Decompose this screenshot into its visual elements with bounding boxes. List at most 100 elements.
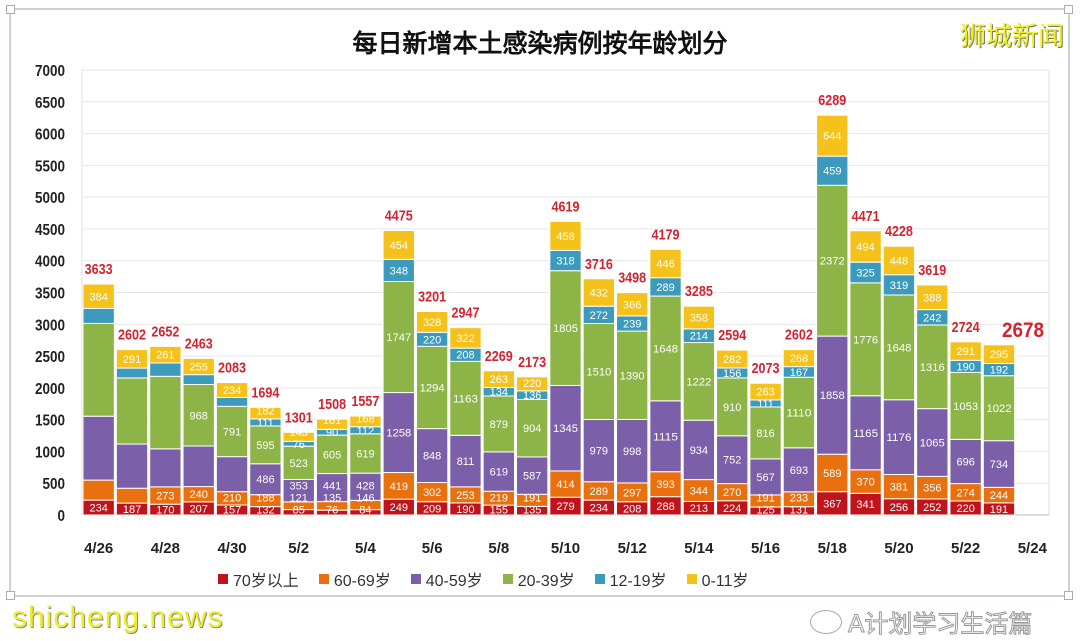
bar-segment [849,230,882,263]
segment-label: 240 [190,489,208,501]
segment-label: 112 [357,425,375,437]
resize-handle[interactable] [6,5,15,14]
total-label: 2594 [718,327,747,344]
segment-label: 353 [290,481,308,493]
y-tick-label: 500 [43,476,66,493]
site-watermark: shicheng.news [12,601,224,634]
resize-handle[interactable] [1064,591,1073,600]
y-tick-label: 5500 [35,158,65,175]
bar-segment [782,349,816,368]
segment-label: 644 [823,131,841,143]
legend-item: 40-59岁 [410,567,483,591]
segment-label: 208 [623,503,641,515]
total-label: 4471 [852,208,880,225]
segment-label: 190 [956,361,974,373]
segment-label: 170 [156,505,174,517]
segment-label: 134 [490,387,508,399]
segment-label: 157 [223,505,241,517]
segment-label: 288 [656,501,674,513]
bar-segment [449,327,482,349]
segment-label: 816 [756,428,774,440]
segment-label: 155 [490,505,508,517]
bar-segment [82,283,115,309]
segment-label: 274 [956,487,974,499]
chart-title: 每日新增本土感染病例按年龄划分 [352,29,728,58]
segment-label: 393 [656,479,674,491]
resize-handle[interactable] [1064,5,1073,14]
bar-segment [682,419,716,481]
segment-label: 1022 [986,403,1011,415]
segment-label: 132 [256,505,274,517]
logo-text: 狮城新闻 [959,22,1064,52]
bar-segment [982,344,1016,365]
bar-segment [182,374,215,385]
bar-segment [549,220,582,251]
segment-label: 268 [790,353,808,365]
segment-label: 244 [990,490,1008,502]
segment-label: 291 [956,346,974,358]
segment-label: 693 [790,465,808,477]
y-tick-label: 4500 [35,222,65,239]
segment-label: 191 [990,504,1008,516]
segment-label: 432 [590,288,608,300]
segment-label: 191 [523,493,541,505]
bar-segment [549,270,582,386]
segment-label: 1065 [920,437,945,449]
segment-label: 161 [323,415,341,427]
total-label: 2678 [1002,319,1044,342]
segment-label: 1776 [853,334,878,346]
segment-label: 282 [723,354,741,366]
segment-label: 233 [790,493,808,505]
segment-label: 325 [856,268,874,280]
bar-segment [916,408,949,477]
segment-label: 234 [223,385,241,397]
segment-label: 273 [156,491,174,503]
segment-label: 111 [257,417,274,429]
total-label: 3285 [685,283,713,300]
total-label: 2269 [485,348,513,365]
segment-label: 934 [690,445,708,457]
segment-label: 224 [723,503,741,515]
total-label: 1301 [285,409,313,426]
bar-segment [682,305,716,330]
bar-segment [215,382,249,398]
bar-segment [215,456,249,493]
segment-label: 1510 [586,367,611,379]
total-label: 3201 [418,289,446,306]
bar-segment [115,367,149,379]
total-label: 1508 [318,396,346,413]
segment-label: 619 [490,467,508,479]
resize-handle[interactable] [6,591,15,600]
segment-label: 319 [890,280,908,292]
bar-segment [115,487,149,504]
x-tick-label: 5/14 [684,540,714,557]
total-label: 2947 [451,305,479,322]
segment-label: 220 [423,334,441,346]
segment-label: 239 [623,318,641,330]
x-tick-label: 5/16 [751,540,780,557]
total-label: 1557 [351,393,379,410]
segment-label: 295 [990,349,1008,361]
segment-label: 441 [323,481,341,493]
segment-label: 322 [456,333,474,345]
segment-label: 696 [956,456,974,468]
bar-segment [916,324,949,410]
segment-label: 252 [923,502,941,514]
segment-label: 125 [756,505,774,517]
x-tick-label: 5/4 [355,540,377,557]
segment-label: 256 [890,502,908,514]
segment-label: 210 [223,493,241,505]
segment-label: 419 [390,481,408,493]
y-tick-label: 3500 [35,286,65,303]
bar-segment [749,382,782,401]
segment-label: 270 [723,487,741,499]
legend-item: 60-69岁 [318,567,391,591]
bar-segment [649,471,682,498]
bar-segment [882,474,916,500]
total-label: 3633 [85,261,113,278]
bar-segment [582,278,616,307]
segment-label: 979 [590,446,608,458]
segment-label: 220 [956,503,974,515]
segment-label: 261 [156,350,174,362]
legend-label: 20-39岁 [517,573,575,590]
